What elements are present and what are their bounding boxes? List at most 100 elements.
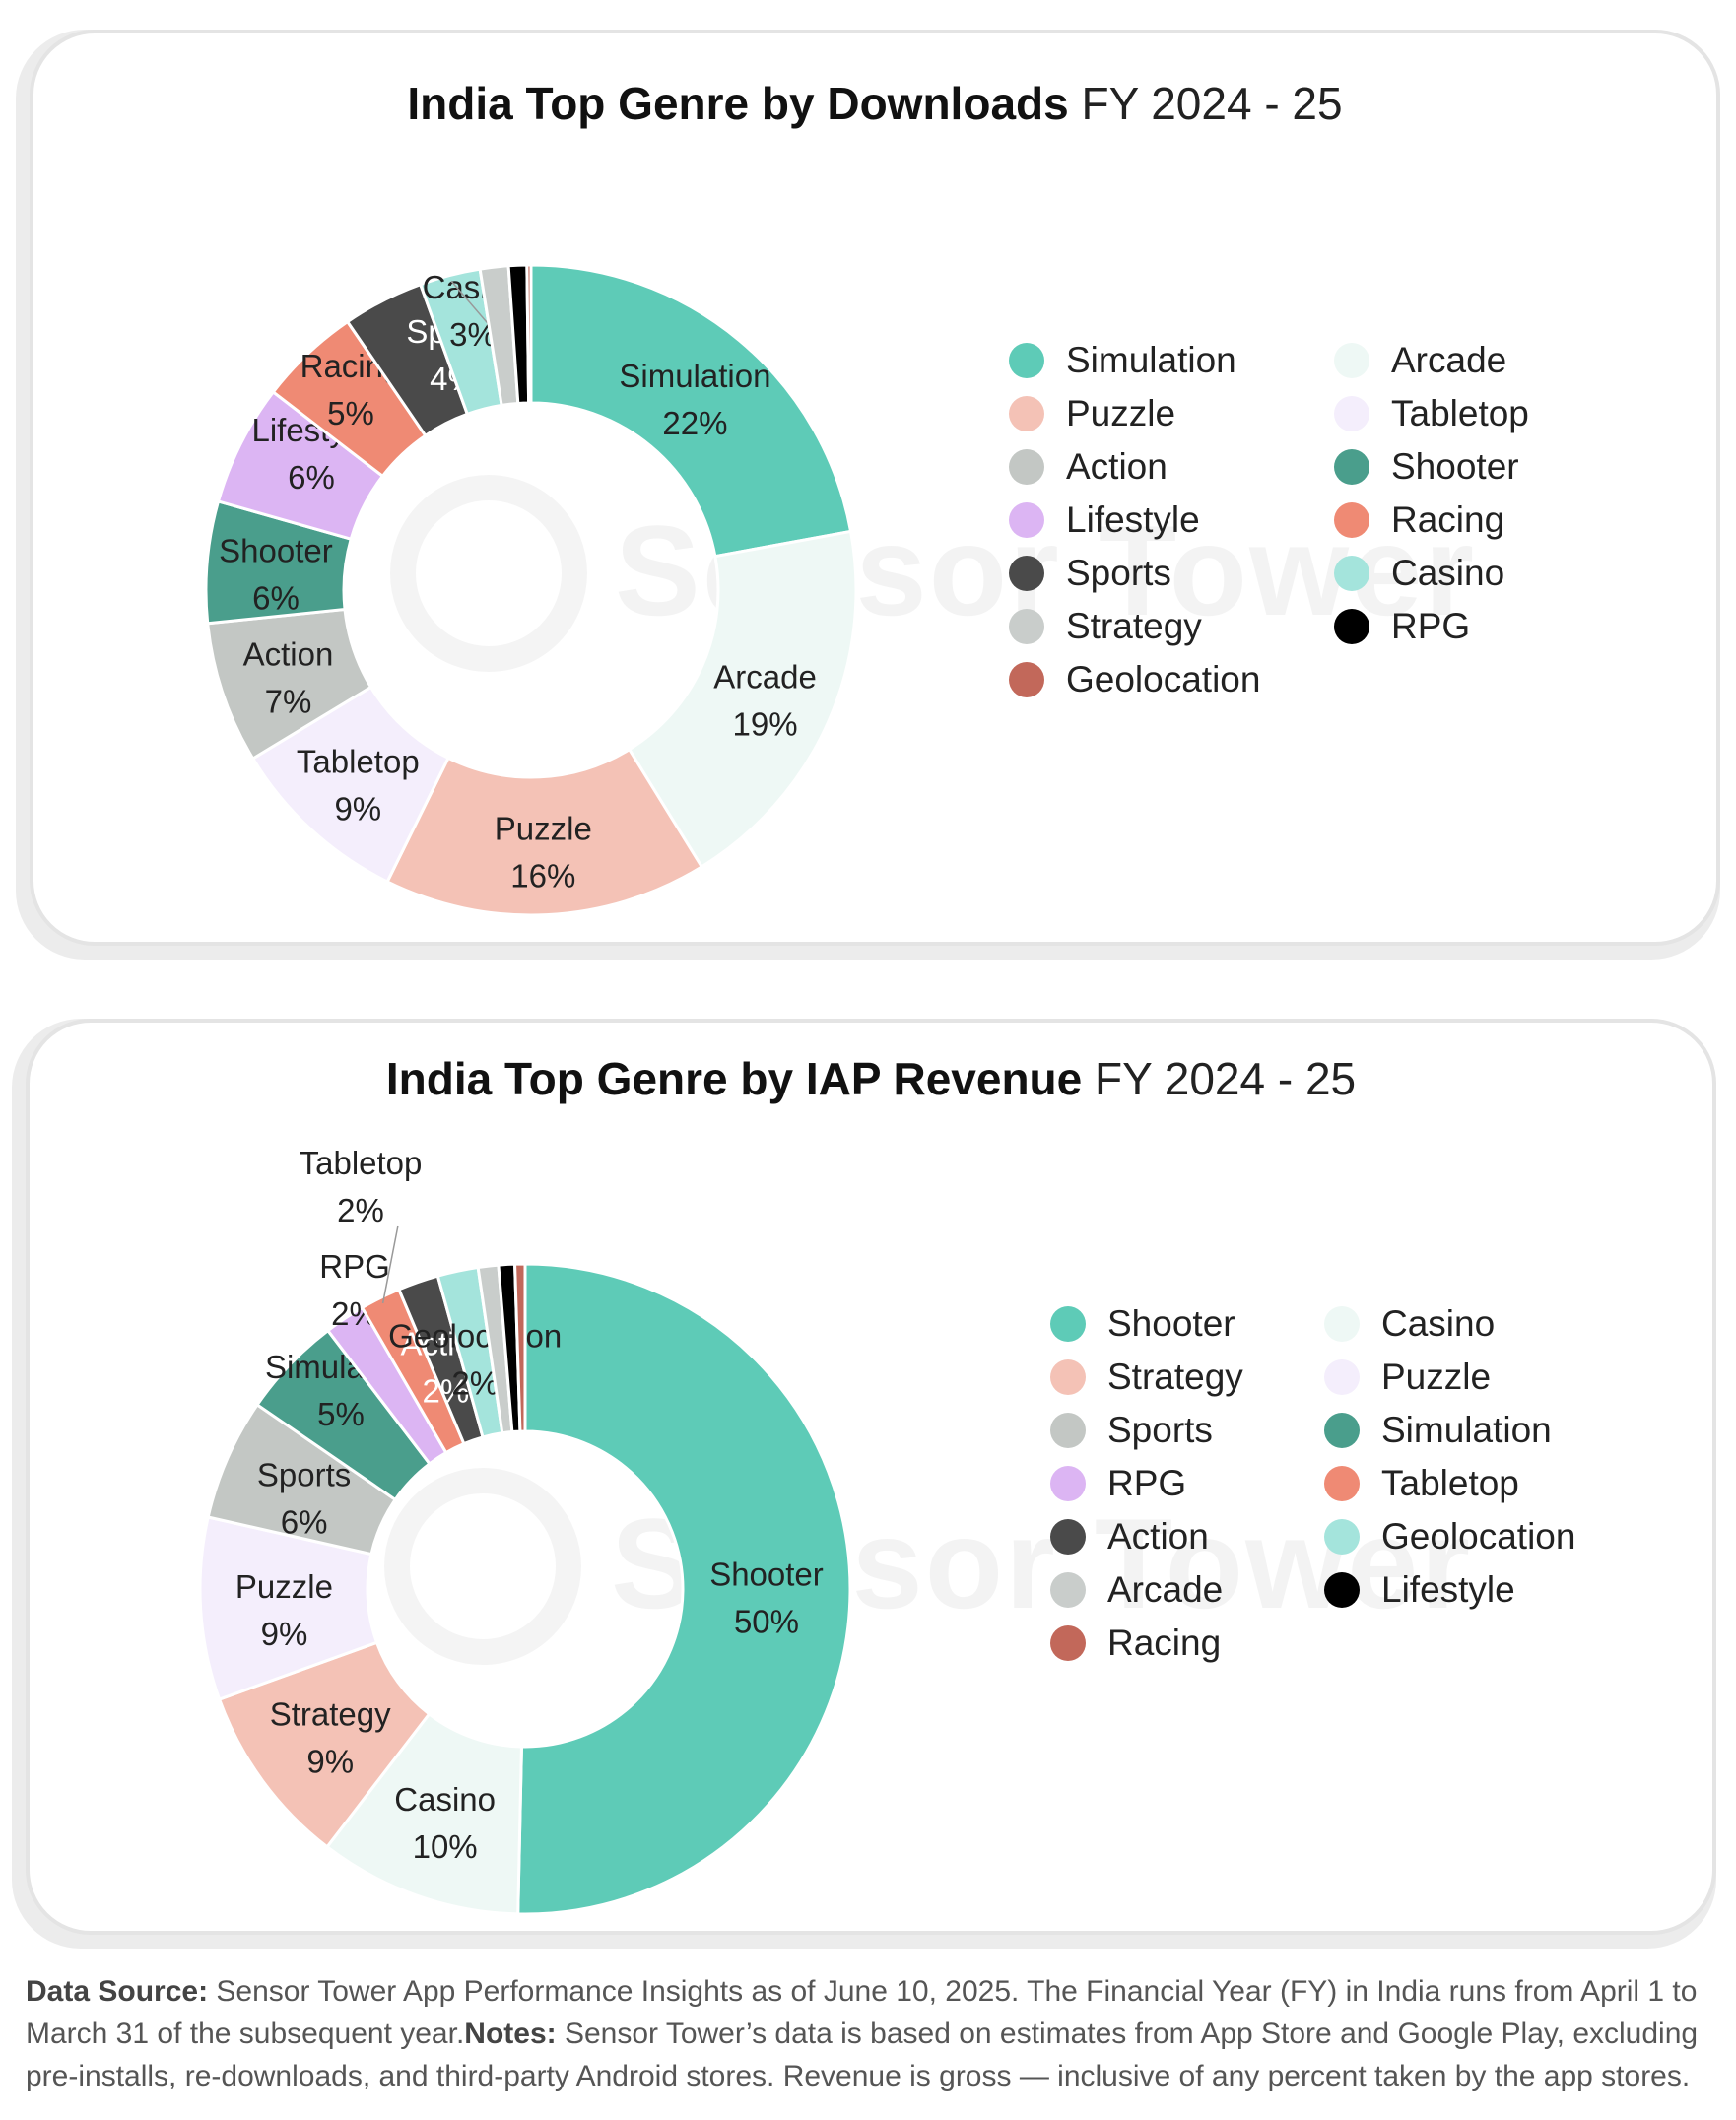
slice-label-name: Shooter bbox=[709, 1557, 824, 1593]
legend-item-geolocation[interactable]: Geolocation bbox=[1324, 1515, 1575, 1558]
slice-label-strategy: Strategy 9% bbox=[270, 1696, 391, 1780]
slice-label-shooter: Shooter 50% bbox=[709, 1557, 824, 1640]
notes-label: Notes: bbox=[464, 2018, 557, 2050]
slice-label-geolocation: Geolocation 2% bbox=[388, 1317, 562, 1401]
downloads-title-bold: India Top Genre by Downloads bbox=[407, 78, 1069, 129]
slice-label-tabletop: Tabletop 2% bbox=[300, 1145, 423, 1228]
legend-item-casino[interactable]: Casino bbox=[1334, 552, 1504, 595]
slice-label-value: 10% bbox=[413, 1828, 478, 1865]
slice-label-name: Tabletop bbox=[300, 1145, 423, 1181]
slice-racing[interactable] bbox=[513, 1262, 527, 1433]
legend-swatch-icon bbox=[1324, 1359, 1360, 1395]
legend-item-simulation[interactable]: Simulation bbox=[1324, 1409, 1552, 1452]
legend-item-puzzle[interactable]: Puzzle bbox=[1324, 1356, 1491, 1399]
slice-label-puzzle: Puzzle 16% bbox=[495, 811, 592, 894]
legend-label: Shooter bbox=[1107, 1303, 1235, 1344]
revenue-chart-card: India Top Genre by IAP Revenue FY 2024 -… bbox=[26, 1019, 1716, 1935]
slice-label-name: Action bbox=[243, 636, 334, 673]
slice-label-value: 16% bbox=[510, 858, 575, 894]
slice-label-value: 22% bbox=[662, 405, 727, 441]
legend-label: Lifestyle bbox=[1066, 499, 1200, 540]
slice-simulation[interactable] bbox=[529, 263, 853, 559]
legend-item-action[interactable]: Action bbox=[1050, 1515, 1209, 1558]
slice-label-action: Action 7% bbox=[243, 636, 334, 720]
legend-swatch-icon bbox=[1009, 502, 1044, 538]
legend-label: Sports bbox=[1066, 553, 1171, 593]
slice-label-value: 5% bbox=[327, 395, 374, 431]
legend-swatch-icon bbox=[1050, 1625, 1086, 1661]
revenue-title-period: FY 2024 - 25 bbox=[1095, 1053, 1357, 1104]
legend-item-tabletop[interactable]: Tabletop bbox=[1334, 392, 1529, 435]
legend-label: Casino bbox=[1381, 1303, 1496, 1344]
slice-label-value: 2% bbox=[337, 1192, 384, 1228]
legend-item-tabletop[interactable]: Tabletop bbox=[1324, 1462, 1519, 1505]
legend-item-action[interactable]: Action bbox=[1009, 445, 1168, 489]
legend-item-puzzle[interactable]: Puzzle bbox=[1009, 392, 1175, 435]
legend-swatch-icon bbox=[1050, 1413, 1086, 1448]
legend-item-strategy[interactable]: Strategy bbox=[1009, 605, 1202, 648]
revenue-donut-chart: Shooter 50% Casino 10% Strategy 9% Puzzle 9% Spo… bbox=[198, 1145, 852, 1916]
slice-label-name: Puzzle bbox=[495, 811, 592, 847]
legend-label: Strategy bbox=[1066, 606, 1202, 646]
data-source-text: Sensor Tower App Performance Insights as… bbox=[26, 1975, 1698, 2050]
slice-label-value: 2% bbox=[451, 1364, 499, 1401]
legend-item-rpg[interactable]: RPG bbox=[1050, 1462, 1186, 1505]
slice-label-name: Arcade bbox=[713, 659, 817, 696]
legend-item-casino[interactable]: Casino bbox=[1324, 1302, 1495, 1346]
legend-item-sports[interactable]: Sports bbox=[1009, 552, 1171, 595]
slice-arcade[interactable] bbox=[627, 529, 858, 869]
legend-item-shooter[interactable]: Shooter bbox=[1050, 1302, 1235, 1346]
legend-swatch-icon bbox=[1050, 1519, 1086, 1555]
slice-label-name: Puzzle bbox=[235, 1568, 333, 1605]
legend-item-shooter[interactable]: Shooter bbox=[1334, 445, 1519, 489]
slice-puzzle[interactable] bbox=[385, 747, 704, 917]
legend-swatch-icon bbox=[1050, 1306, 1086, 1342]
legend-item-lifestyle[interactable]: Lifestyle bbox=[1324, 1568, 1515, 1612]
slice-label-sports: Sports 6% bbox=[257, 1457, 351, 1541]
slice-label-name: Shooter bbox=[219, 532, 333, 568]
legend-item-simulation[interactable]: Simulation bbox=[1009, 339, 1236, 382]
legend-label: Arcade bbox=[1107, 1569, 1224, 1610]
slice-label-name: Tabletop bbox=[297, 744, 420, 780]
legend-item-sports[interactable]: Sports bbox=[1050, 1409, 1213, 1452]
legend-item-geolocation[interactable]: Geolocation bbox=[1009, 658, 1260, 701]
legend-swatch-icon bbox=[1324, 1306, 1360, 1342]
legend-label: Shooter bbox=[1391, 446, 1519, 487]
legend-item-rpg[interactable]: RPG bbox=[1334, 605, 1470, 648]
legend-item-arcade[interactable]: Arcade bbox=[1334, 339, 1506, 382]
legend-swatch-icon bbox=[1324, 1466, 1360, 1501]
slice-label-shooter: Shooter 6% bbox=[219, 532, 333, 616]
revenue-chart-title: India Top Genre by IAP Revenue FY 2024 -… bbox=[30, 1052, 1712, 1105]
legend-swatch-icon bbox=[1050, 1359, 1086, 1395]
legend-swatch-icon bbox=[1334, 609, 1369, 644]
legend-label: RPG bbox=[1391, 606, 1471, 646]
legend-swatch-icon bbox=[1009, 556, 1044, 591]
legend-item-racing[interactable]: Racing bbox=[1334, 498, 1504, 542]
slice-label-value: 2% bbox=[423, 1373, 470, 1410]
legend-label: Tabletop bbox=[1391, 393, 1529, 433]
legend-label: Sports bbox=[1107, 1410, 1213, 1450]
legend-swatch-icon bbox=[1324, 1519, 1360, 1555]
legend-label: Simulation bbox=[1066, 340, 1236, 380]
slice-shooter[interactable] bbox=[516, 1262, 852, 1916]
slice-label-name: Strategy bbox=[270, 1696, 391, 1733]
legend-label: RPG bbox=[1107, 1463, 1187, 1503]
slice-label-name: Sports bbox=[257, 1457, 351, 1493]
legend-item-strategy[interactable]: Strategy bbox=[1050, 1356, 1243, 1399]
slice-label-name: RPG bbox=[319, 1248, 390, 1285]
legend-item-lifestyle[interactable]: Lifestyle bbox=[1009, 498, 1200, 542]
legend-label: Arcade bbox=[1391, 340, 1507, 380]
slice-label-puzzle: Puzzle 9% bbox=[235, 1568, 333, 1652]
legend-swatch-icon bbox=[1324, 1413, 1360, 1448]
data-source-label: Data Source: bbox=[26, 1975, 209, 2008]
legend-item-racing[interactable]: Racing bbox=[1050, 1622, 1221, 1665]
downloads-chart-card: India Top Genre by Downloads FY 2024 - 2… bbox=[30, 30, 1720, 946]
legend-item-arcade[interactable]: Arcade bbox=[1050, 1568, 1223, 1612]
slice-geolocation[interactable] bbox=[525, 263, 533, 405]
legend-label: Casino bbox=[1391, 553, 1505, 593]
legend-label: Puzzle bbox=[1066, 393, 1176, 433]
slice-label-arcade: Arcade 19% bbox=[713, 659, 817, 743]
slice-label-value: 19% bbox=[733, 706, 798, 743]
slice-label-name: Geolocation bbox=[388, 1317, 562, 1354]
